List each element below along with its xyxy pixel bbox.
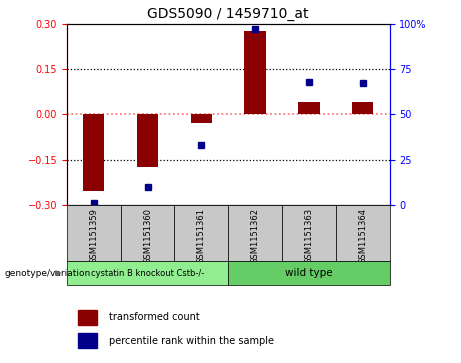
Bar: [83, 114, 105, 192]
Text: GSM1151359: GSM1151359: [89, 208, 98, 264]
Bar: [228, 205, 282, 261]
Text: GSM1151362: GSM1151362: [251, 208, 260, 264]
Text: percentile rank within the sample: percentile rank within the sample: [110, 336, 274, 346]
Text: GSM1151360: GSM1151360: [143, 208, 152, 264]
Text: transformed count: transformed count: [110, 312, 200, 322]
Bar: [121, 205, 174, 261]
Bar: [67, 261, 228, 285]
Bar: [298, 102, 319, 114]
Bar: [228, 261, 390, 285]
Bar: [190, 114, 212, 123]
Bar: [67, 205, 121, 261]
Title: GDS5090 / 1459710_at: GDS5090 / 1459710_at: [148, 7, 309, 21]
Bar: [78, 333, 97, 348]
Text: cystatin B knockout Cstb-/-: cystatin B knockout Cstb-/-: [91, 269, 204, 278]
Text: GSM1151364: GSM1151364: [358, 208, 367, 264]
Text: wild type: wild type: [285, 268, 333, 278]
Bar: [244, 31, 266, 114]
Bar: [78, 310, 97, 325]
Bar: [137, 114, 158, 167]
Bar: [352, 102, 373, 114]
Bar: [336, 205, 390, 261]
Text: genotype/variation: genotype/variation: [5, 269, 91, 278]
Bar: [282, 205, 336, 261]
Text: GSM1151363: GSM1151363: [304, 208, 313, 264]
Bar: [174, 205, 228, 261]
Text: GSM1151361: GSM1151361: [197, 208, 206, 264]
